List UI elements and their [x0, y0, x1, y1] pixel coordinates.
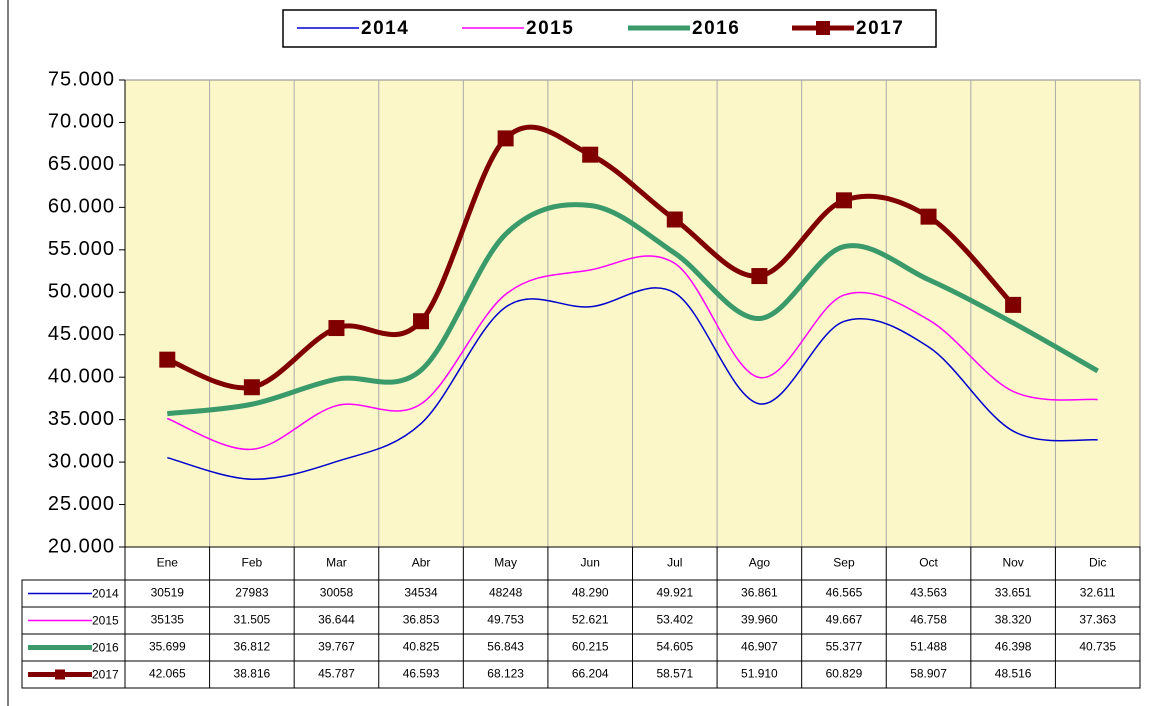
point-marker — [920, 208, 937, 225]
series-line — [167, 255, 1098, 451]
table-value: 46.907 — [741, 640, 778, 654]
point-marker — [243, 379, 260, 396]
table-value: 36.812 — [234, 640, 271, 654]
legend-marker — [55, 669, 65, 680]
table-value: 66.204 — [572, 667, 609, 681]
table-value: 45.787 — [318, 667, 355, 681]
table-value: 52.621 — [572, 613, 609, 627]
point-marker — [582, 146, 599, 163]
x-tick-label: Feb — [242, 556, 263, 570]
x-tick-label: Jun — [581, 556, 600, 570]
table-value: 42.065 — [149, 667, 186, 681]
y-tick-label: 50.000 — [48, 281, 115, 303]
table-value: 35135 — [151, 613, 185, 627]
point-marker — [1005, 296, 1022, 313]
series-label: 2017 — [92, 668, 119, 682]
table-value: 46.398 — [995, 640, 1032, 654]
y-tick-label: 75.000 — [48, 68, 115, 90]
x-tick-label: Oct — [919, 556, 938, 570]
x-tick-label: Mar — [326, 556, 347, 570]
y-tick-label: 70.000 — [48, 111, 115, 133]
table-value: 31.505 — [234, 613, 271, 627]
table-value: 60.829 — [826, 667, 863, 681]
x-tick-label: Ago — [749, 556, 771, 570]
table-value: 38.320 — [995, 613, 1032, 627]
series-label: 2015 — [92, 614, 119, 628]
table-value: 48248 — [489, 586, 523, 600]
table-value: 48.290 — [572, 586, 609, 600]
table-value: 27983 — [235, 586, 269, 600]
x-tick-label: Nov — [1002, 556, 1023, 570]
x-tick-label: Ene — [157, 556, 179, 570]
x-tick-label: Jul — [667, 556, 682, 570]
legend-label: 2015 — [526, 18, 574, 39]
y-tick-label: 40.000 — [48, 365, 115, 387]
table-value: 40.735 — [1079, 640, 1116, 654]
legend-marker — [816, 21, 830, 35]
table-value: 39.767 — [318, 640, 355, 654]
table-value: 48.516 — [995, 667, 1032, 681]
table-value: 33.651 — [995, 586, 1032, 600]
y-tick-label: 25.000 — [48, 493, 115, 515]
table-value: 49.921 — [656, 586, 693, 600]
point-marker — [497, 130, 514, 147]
table-value: 46.758 — [910, 613, 947, 627]
table-value: 30058 — [320, 586, 354, 600]
y-tick-label: 45.000 — [48, 323, 115, 345]
y-tick-label: 65.000 — [48, 153, 115, 175]
series-line — [167, 287, 1098, 480]
table-value: 51.488 — [910, 640, 947, 654]
legend-label: 2016 — [692, 18, 740, 39]
legend-label: 2017 — [856, 18, 904, 39]
table-value: 35.699 — [149, 640, 186, 654]
legend-label: 2014 — [361, 18, 409, 39]
series-label: 2016 — [92, 641, 119, 655]
x-tick-label: May — [494, 556, 517, 570]
table-value: 32.611 — [1080, 586, 1116, 600]
y-tick-label: 20.000 — [48, 535, 115, 557]
series-label: 2014 — [92, 587, 119, 601]
table-value: 49.753 — [487, 613, 524, 627]
table-value: 40.825 — [403, 640, 440, 654]
table-value: 53.402 — [656, 613, 693, 627]
table-value: 36.861 — [741, 586, 778, 600]
table-value: 68.123 — [487, 667, 524, 681]
table-value: 60.215 — [572, 640, 609, 654]
table-value: 46.593 — [403, 667, 440, 681]
point-marker — [751, 268, 768, 285]
table-value: 56.843 — [487, 640, 524, 654]
table-value: 46.565 — [826, 586, 863, 600]
point-marker — [413, 313, 430, 330]
table-value: 58.571 — [656, 667, 693, 681]
table-value: 36.853 — [403, 613, 440, 627]
table-value: 36.644 — [318, 613, 355, 627]
y-tick-label: 30.000 — [48, 450, 115, 472]
table-value: 55.377 — [826, 640, 863, 654]
table-value: 54.605 — [656, 640, 693, 654]
table-value: 39.960 — [741, 613, 778, 627]
table-value: 30519 — [151, 586, 185, 600]
y-tick-label: 35.000 — [48, 408, 115, 430]
table-value: 38.816 — [234, 667, 271, 681]
x-tick-label: Dic — [1089, 556, 1106, 570]
x-tick-label: Sep — [833, 556, 855, 570]
x-tick-label: Abr — [412, 556, 431, 570]
point-marker — [666, 211, 683, 228]
y-tick-label: 55.000 — [48, 238, 115, 260]
table-value: 34534 — [404, 586, 438, 600]
point-marker — [835, 192, 852, 209]
table-value: 58.907 — [910, 667, 947, 681]
table-value: 51.910 — [741, 667, 778, 681]
point-marker — [328, 320, 345, 337]
series-line — [167, 202, 1099, 417]
y-tick-label: 60.000 — [48, 196, 115, 218]
table-value: 43.563 — [910, 586, 947, 600]
table-value: 37.363 — [1079, 613, 1116, 627]
point-marker — [159, 351, 176, 368]
table-value: 49.667 — [826, 613, 863, 627]
